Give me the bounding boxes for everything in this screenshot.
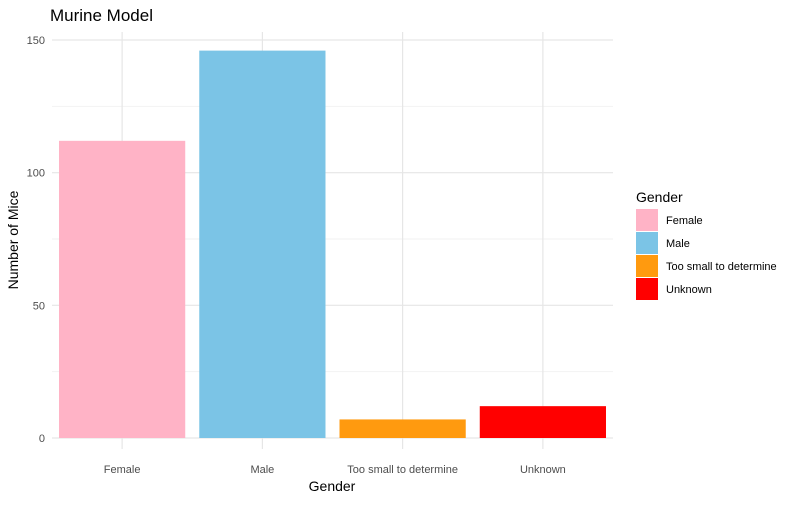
legend: Gender Female Male Too small to determine U… <box>636 189 777 300</box>
bar-unknown <box>479 406 606 438</box>
legend-label: Too small to determine <box>666 261 777 273</box>
legend-items: Female Male Too small to determine Unknown <box>636 209 777 300</box>
x-tick-labels: Female Male Too small to determine Unknown <box>104 464 566 476</box>
legend-label: Unknown <box>666 284 712 296</box>
y-tick-label: 100 <box>27 168 45 180</box>
legend-swatch <box>636 278 658 300</box>
y-axis-title: Number of Mice <box>5 190 21 289</box>
bars <box>59 50 606 438</box>
x-tick-label: Unknown <box>520 464 566 476</box>
y-tick-label: 0 <box>39 433 45 445</box>
legend-title: Gender <box>636 189 683 205</box>
y-tick-label: 50 <box>33 300 45 312</box>
legend-label: Female <box>666 215 703 227</box>
legend-swatch <box>636 232 658 254</box>
x-tick-label: Male <box>250 464 274 476</box>
bar-male <box>199 50 326 438</box>
legend-label: Male <box>666 238 690 250</box>
y-tick-label: 150 <box>27 35 45 47</box>
x-tick-label: Too small to determine <box>347 464 458 476</box>
legend-swatch <box>636 209 658 231</box>
chart-title: Murine Model <box>50 6 153 25</box>
y-tick-labels: 0 50 100 150 <box>27 35 45 445</box>
x-axis-title: Gender <box>309 478 356 494</box>
x-tick-label: Female <box>104 464 141 476</box>
bar-female <box>59 140 186 438</box>
legend-swatch <box>636 255 658 277</box>
bar-too-small-to-determine <box>339 419 466 438</box>
